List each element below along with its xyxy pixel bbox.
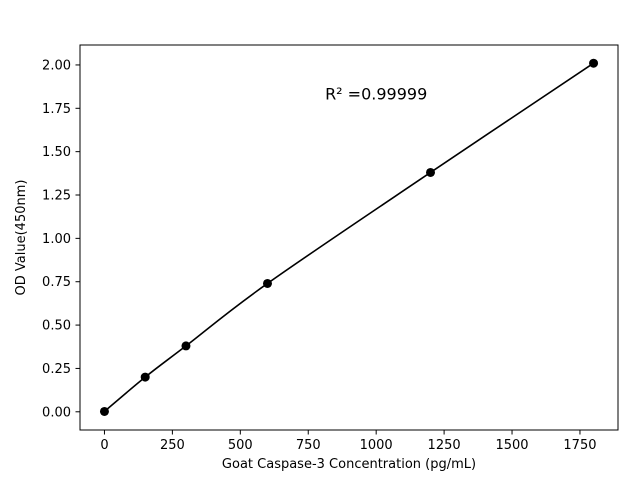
x-tick-label: 250 (160, 438, 185, 453)
y-tick-label: 1.25 (42, 189, 71, 204)
data-point-marker (426, 167, 436, 177)
x-tick-label: 1750 (563, 438, 596, 453)
y-tick-label: 0.50 (42, 319, 71, 334)
x-tick-label: 1250 (428, 438, 461, 453)
y-tick-label: 1.75 (42, 102, 71, 117)
x-tick-label: 500 (228, 438, 253, 453)
y-tick-label: 1.00 (42, 232, 71, 247)
y-axis-label: OD Value(450nm) (14, 180, 29, 296)
data-point-marker (140, 372, 150, 382)
data-point-marker (262, 278, 272, 288)
y-tick-label: 1.50 (42, 145, 71, 160)
x-tick-label: 1000 (360, 438, 393, 453)
data-point-marker (589, 58, 599, 68)
y-tick-label: 0.25 (42, 362, 71, 377)
data-point-marker (181, 341, 191, 351)
x-tick-label: 0 (100, 438, 108, 453)
data-point-marker (99, 406, 109, 416)
y-tick-label: 0.00 (42, 405, 71, 420)
y-tick-label: 0.75 (42, 275, 71, 290)
axes-frame (79, 44, 619, 431)
x-tick-label: 750 (296, 438, 321, 453)
x-axis-label: Goat Caspase-3 Concentration (pg/mL) (222, 457, 476, 472)
y-tick-label: 2.00 (42, 58, 71, 73)
x-tick-label: 1500 (495, 438, 528, 453)
r-squared-annotation: R² =0.99999 (325, 85, 427, 104)
